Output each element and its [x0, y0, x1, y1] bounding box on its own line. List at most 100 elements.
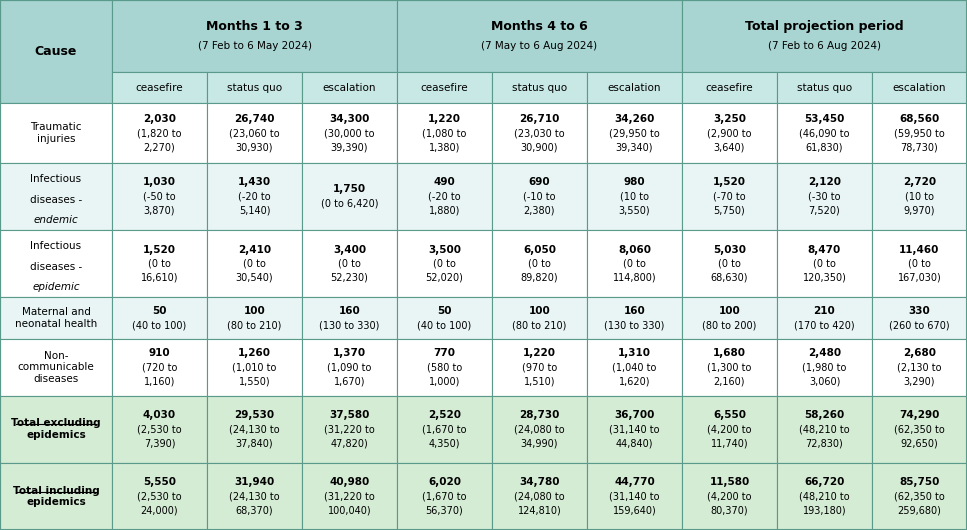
- Text: 44,840): 44,840): [616, 438, 654, 448]
- Text: 44,770: 44,770: [614, 478, 655, 488]
- Text: (1,090 to: (1,090 to: [327, 362, 371, 372]
- Text: 2,160): 2,160): [714, 376, 746, 386]
- Bar: [682, 0, 967, 73]
- Text: 1,520: 1,520: [143, 245, 176, 255]
- Text: 910: 910: [149, 348, 170, 358]
- Text: 34,260: 34,260: [614, 114, 655, 124]
- Text: 37,580: 37,580: [330, 410, 369, 420]
- Text: 30,930): 30,930): [236, 142, 274, 152]
- Bar: [207, 230, 302, 297]
- Text: 490: 490: [433, 178, 455, 188]
- Bar: [872, 395, 967, 463]
- Text: Maternal and
neonatal health: Maternal and neonatal health: [15, 307, 97, 329]
- Text: 770: 770: [433, 348, 455, 358]
- Bar: [777, 163, 872, 230]
- Text: 24,000): 24,000): [140, 506, 178, 515]
- Text: 2,030: 2,030: [143, 114, 176, 124]
- Bar: [0, 0, 112, 103]
- Bar: [207, 103, 302, 163]
- Text: 159,640): 159,640): [613, 506, 657, 515]
- Text: status quo: status quo: [512, 83, 567, 93]
- Text: endemic: endemic: [34, 215, 78, 225]
- Text: 8,470: 8,470: [807, 245, 841, 255]
- Text: 2,410: 2,410: [238, 245, 271, 255]
- Text: 2,720: 2,720: [903, 178, 936, 188]
- Text: 26,710: 26,710: [519, 114, 560, 124]
- Bar: [207, 463, 302, 530]
- Text: (4,200 to: (4,200 to: [707, 491, 751, 501]
- Text: (1,040 to: (1,040 to: [612, 362, 657, 372]
- Text: 72,830): 72,830): [806, 438, 843, 448]
- Bar: [302, 163, 397, 230]
- Text: 1,430: 1,430: [238, 178, 271, 188]
- Text: 5,750): 5,750): [714, 206, 746, 216]
- Text: 78,730): 78,730): [900, 142, 938, 152]
- Text: 1,310: 1,310: [618, 348, 651, 358]
- Text: 3,250: 3,250: [713, 114, 746, 124]
- Bar: [302, 395, 397, 463]
- Text: Non-
communicable
diseases: Non- communicable diseases: [17, 350, 95, 384]
- Text: 1,620): 1,620): [619, 376, 650, 386]
- Bar: [682, 297, 777, 339]
- Text: (0 to: (0 to: [243, 259, 266, 269]
- Bar: [587, 73, 682, 103]
- Text: 1,000): 1,000): [428, 376, 460, 386]
- Text: 6,050: 6,050: [523, 245, 556, 255]
- Bar: [682, 230, 777, 297]
- Text: (31,140 to: (31,140 to: [609, 491, 659, 501]
- Text: 74,290: 74,290: [899, 410, 940, 420]
- Text: (1,300 to: (1,300 to: [707, 362, 751, 372]
- Text: 3,870): 3,870): [144, 206, 175, 216]
- Bar: [872, 163, 967, 230]
- Text: 3,290): 3,290): [904, 376, 935, 386]
- Text: (31,220 to: (31,220 to: [324, 424, 375, 434]
- Text: 36,700: 36,700: [614, 410, 655, 420]
- Text: 3,060): 3,060): [808, 376, 840, 386]
- Text: 28,730: 28,730: [519, 410, 560, 420]
- Text: 3,500: 3,500: [428, 245, 461, 255]
- Text: (1,980 to: (1,980 to: [803, 362, 847, 372]
- Text: (-20 to: (-20 to: [238, 191, 271, 201]
- Text: (1,080 to: (1,080 to: [423, 128, 467, 138]
- Text: ceasefire: ceasefire: [421, 83, 468, 93]
- Text: (0 to: (0 to: [148, 259, 171, 269]
- Text: 100: 100: [244, 306, 265, 316]
- Bar: [207, 297, 302, 339]
- Text: 50: 50: [437, 306, 452, 316]
- Bar: [492, 230, 587, 297]
- Text: 3,550): 3,550): [619, 206, 651, 216]
- Text: 9,970): 9,970): [904, 206, 935, 216]
- Bar: [872, 297, 967, 339]
- Text: (1,670 to: (1,670 to: [423, 491, 467, 501]
- Text: (2,530 to: (2,530 to: [137, 424, 182, 434]
- Bar: [777, 103, 872, 163]
- Text: (62,350 to: (62,350 to: [894, 424, 945, 434]
- Text: (40 to 100): (40 to 100): [132, 320, 187, 330]
- Bar: [682, 463, 777, 530]
- Text: 1,520: 1,520: [713, 178, 746, 188]
- Text: (46,090 to: (46,090 to: [800, 128, 850, 138]
- Bar: [0, 103, 112, 163]
- Bar: [587, 103, 682, 163]
- Bar: [207, 395, 302, 463]
- Bar: [587, 230, 682, 297]
- Text: 47,820): 47,820): [331, 438, 368, 448]
- Text: (24,080 to: (24,080 to: [514, 491, 565, 501]
- Text: (-70 to: (-70 to: [714, 191, 746, 201]
- Bar: [397, 103, 492, 163]
- Text: 167,030): 167,030): [897, 273, 942, 282]
- Text: 34,990): 34,990): [521, 438, 558, 448]
- Text: 330: 330: [909, 306, 930, 316]
- Text: 34,780: 34,780: [519, 478, 560, 488]
- Text: (23,030 to: (23,030 to: [514, 128, 565, 138]
- Text: Cause: Cause: [35, 45, 77, 58]
- Text: 1,380): 1,380): [428, 142, 460, 152]
- Bar: [397, 463, 492, 530]
- Text: 68,560: 68,560: [899, 114, 940, 124]
- Text: 2,270): 2,270): [144, 142, 175, 152]
- Text: 100,040): 100,040): [328, 506, 371, 515]
- Text: 100: 100: [718, 306, 741, 316]
- Text: 56,370): 56,370): [425, 506, 463, 515]
- Bar: [112, 339, 207, 395]
- Text: (0 to: (0 to: [433, 259, 455, 269]
